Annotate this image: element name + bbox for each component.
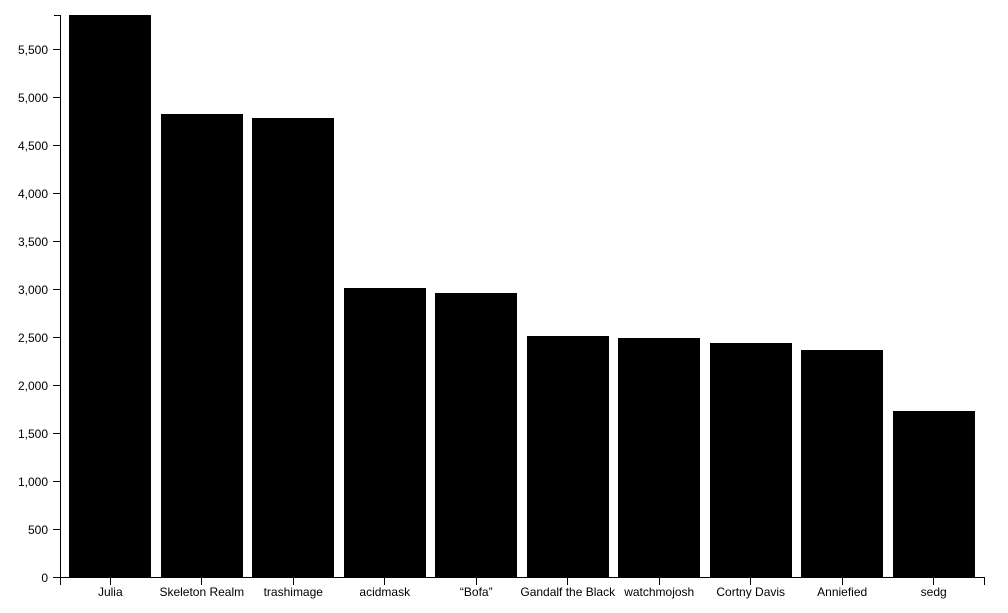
x-tick-label: sedg xyxy=(920,585,947,599)
x-tick-mark xyxy=(750,577,752,585)
y-tick-label: 2,500 xyxy=(17,330,48,345)
bar xyxy=(709,342,792,578)
y-tick-mark xyxy=(53,289,60,291)
y-tick-label: 500 xyxy=(27,522,48,537)
x-tick-mark xyxy=(292,577,294,585)
y-tick-label: 2,000 xyxy=(17,378,48,393)
y-tick-label: 3,500 xyxy=(17,234,48,249)
bar xyxy=(435,292,518,578)
y-tick-label: 4,000 xyxy=(17,186,48,201)
x-tick-label: Cortny Davis xyxy=(716,585,786,599)
y-tick-mark xyxy=(53,481,60,482)
x-tick-mark xyxy=(841,577,843,585)
y-tick-mark xyxy=(53,385,60,387)
y-tick-label: 1,000 xyxy=(17,474,48,489)
bar xyxy=(618,338,701,578)
bar xyxy=(343,288,426,578)
y-tick-label: 4,500 xyxy=(17,138,48,153)
x-tick-mark xyxy=(109,577,111,585)
y-tick-label: 5,000 xyxy=(17,90,48,105)
bar xyxy=(526,336,609,578)
x-tick-mark xyxy=(475,577,477,585)
y-tick-mark xyxy=(53,577,60,578)
y-tick-mark xyxy=(53,145,60,147)
x-axis-line xyxy=(59,577,985,578)
x-tick-label: Skeleton Realm xyxy=(159,585,245,599)
y-axis-top-cap xyxy=(53,14,60,16)
y-tick-mark xyxy=(53,193,60,195)
x-tick-label: “Bofa” xyxy=(459,585,493,599)
x-tick-label: Gandalf the Black xyxy=(520,585,616,599)
x-tick-mark xyxy=(567,577,569,585)
x-axis-right-cap xyxy=(984,577,985,585)
x-tick-label: watchmojosh xyxy=(624,585,695,599)
y-tick-mark xyxy=(53,337,60,339)
y-tick-label: 5,500 xyxy=(17,42,48,57)
bar xyxy=(892,410,975,578)
y-tick-mark xyxy=(53,433,60,434)
bar xyxy=(252,118,335,578)
y-tick-label: 1,500 xyxy=(17,426,48,441)
x-axis-left-cap xyxy=(59,577,61,585)
x-tick-mark xyxy=(933,577,935,585)
x-tick-label: Anniefied xyxy=(817,585,868,599)
x-tick-label: acidmask xyxy=(359,585,411,599)
bar xyxy=(69,15,152,578)
x-tick-mark xyxy=(384,577,386,585)
bar xyxy=(801,350,884,578)
y-tick-label: 3,000 xyxy=(17,282,48,297)
y-axis-line xyxy=(59,15,61,578)
x-tick-mark xyxy=(201,577,203,585)
y-tick-mark xyxy=(53,97,60,99)
y-tick-mark xyxy=(53,49,60,51)
x-tick-label: trashimage xyxy=(263,585,323,599)
bar xyxy=(160,113,243,578)
x-tick-mark xyxy=(658,577,660,585)
y-tick-mark xyxy=(53,529,60,530)
x-tick-label: Julia xyxy=(97,585,123,599)
y-tick-label: 0 xyxy=(41,570,48,585)
y-tick-mark xyxy=(53,241,60,243)
